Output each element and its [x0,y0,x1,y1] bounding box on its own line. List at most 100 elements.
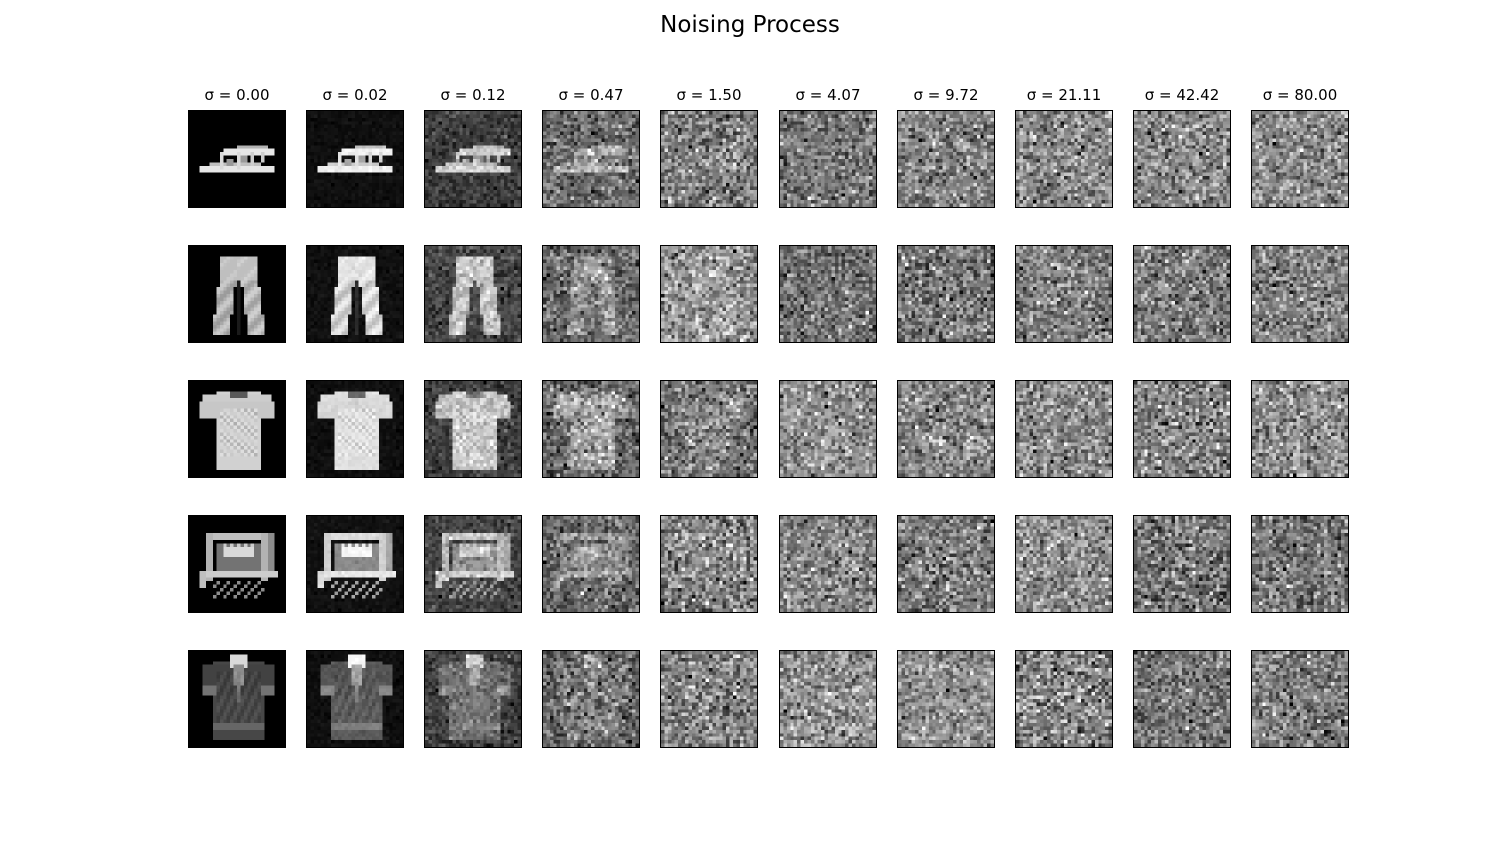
noised-image-t-shirt-col-1 [306,380,404,478]
image-pixels [189,516,285,612]
image-pixels [1016,246,1112,342]
image-pixels [898,516,994,612]
noised-image-bag-col-8 [1133,515,1231,613]
noised-image-trouser-col-9 [1251,245,1349,343]
noised-image-t-shirt-col-0 [188,380,286,478]
noised-image-shirt-col-6 [897,650,995,748]
image-pixels [1016,516,1112,612]
noised-image-trouser-col-8 [1133,245,1231,343]
noised-image-shirt-col-9 [1251,650,1349,748]
image-pixels [543,111,639,207]
image-pixels [189,651,285,747]
image-pixels [1134,651,1230,747]
noised-image-t-shirt-col-7 [1015,380,1113,478]
noised-image-bag-col-1 [306,515,404,613]
noised-image-shirt-col-3 [542,650,640,748]
image-pixels [307,381,403,477]
column-label-sigma: σ = 42.42 [1144,86,1220,104]
image-pixels [425,516,521,612]
image-pixels [661,381,757,477]
image-pixels [661,516,757,612]
noised-image-t-shirt-col-4 [660,380,758,478]
image-pixels [1134,111,1230,207]
image-pixels [425,651,521,747]
image-pixels [1252,381,1348,477]
image-pixels [543,381,639,477]
image-pixels [543,516,639,612]
noised-image-sandal-col-1 [306,110,404,208]
noised-image-t-shirt-col-5 [779,380,877,478]
noised-image-bag-col-6 [897,515,995,613]
noised-image-bag-col-0 [188,515,286,613]
image-pixels [1252,246,1348,342]
noised-image-bag-col-9 [1251,515,1349,613]
column-label-sigma: σ = 0.12 [440,86,506,104]
noised-image-sandal-col-9 [1251,110,1349,208]
image-pixels [425,246,521,342]
noised-image-sandal-col-8 [1133,110,1231,208]
noised-image-shirt-col-8 [1133,650,1231,748]
image-pixels [307,651,403,747]
column-label-sigma: σ = 0.02 [322,86,388,104]
image-pixels [543,651,639,747]
image-pixels [543,246,639,342]
noised-image-bag-col-3 [542,515,640,613]
noised-image-bag-col-4 [660,515,758,613]
noised-image-t-shirt-col-6 [897,380,995,478]
image-pixels [1252,111,1348,207]
noised-image-sandal-col-7 [1015,110,1113,208]
image-pixels [780,651,876,747]
column-label-sigma: σ = 4.07 [795,86,861,104]
noised-image-trouser-col-2 [424,245,522,343]
image-pixels [780,516,876,612]
noised-image-bag-col-7 [1015,515,1113,613]
image-pixels [1134,246,1230,342]
image-pixels [1016,651,1112,747]
image-pixels [189,111,285,207]
column-label-sigma: σ = 80.00 [1262,86,1338,104]
noised-image-sandal-col-0 [188,110,286,208]
noised-image-shirt-col-4 [660,650,758,748]
noised-image-shirt-col-7 [1015,650,1113,748]
image-pixels [780,111,876,207]
image-pixels [307,516,403,612]
image-pixels [307,246,403,342]
image-pixels [898,651,994,747]
image-pixels [1016,381,1112,477]
noised-image-trouser-col-1 [306,245,404,343]
image-pixels [189,246,285,342]
column-label-sigma: σ = 0.47 [558,86,624,104]
noised-image-shirt-col-2 [424,650,522,748]
image-pixels [661,651,757,747]
noised-image-sandal-col-6 [897,110,995,208]
image-pixels [307,111,403,207]
noised-image-sandal-col-4 [660,110,758,208]
image-pixels [1252,516,1348,612]
noised-image-bag-col-5 [779,515,877,613]
image-pixels [1016,111,1112,207]
noised-image-sandal-col-3 [542,110,640,208]
image-pixels [898,381,994,477]
image-pixels [425,111,521,207]
noised-image-trouser-col-3 [542,245,640,343]
image-pixels [425,381,521,477]
noised-image-t-shirt-col-9 [1251,380,1349,478]
image-pixels [898,111,994,207]
noised-image-trouser-col-4 [660,245,758,343]
noised-image-shirt-col-5 [779,650,877,748]
noised-image-trouser-col-0 [188,245,286,343]
image-pixels [189,381,285,477]
noised-image-t-shirt-col-2 [424,380,522,478]
column-label-sigma: σ = 0.00 [204,86,270,104]
noised-image-shirt-col-1 [306,650,404,748]
image-pixels [780,246,876,342]
figure-title: Noising Process [660,12,840,38]
noised-image-trouser-col-6 [897,245,995,343]
noised-image-trouser-col-7 [1015,245,1113,343]
image-pixels [780,381,876,477]
column-label-sigma: σ = 9.72 [913,86,979,104]
noised-image-t-shirt-col-3 [542,380,640,478]
noised-image-sandal-col-2 [424,110,522,208]
image-pixels [661,246,757,342]
noised-image-bag-col-2 [424,515,522,613]
